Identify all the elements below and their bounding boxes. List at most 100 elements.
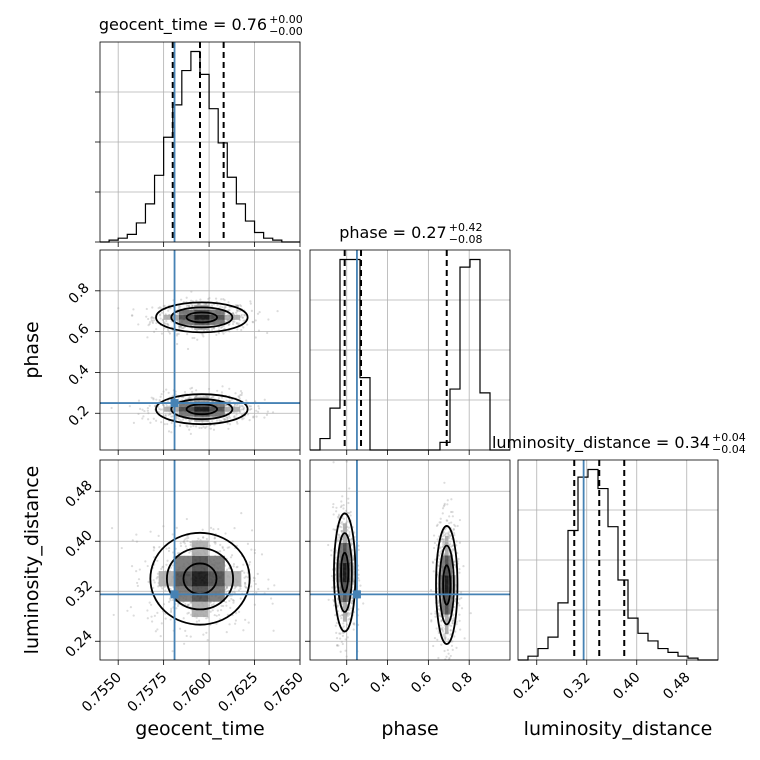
density-cell (441, 594, 445, 615)
sample-point (233, 587, 236, 590)
sample-point (226, 422, 229, 425)
sample-point (150, 615, 153, 618)
sample-point (350, 602, 354, 605)
sample-point (146, 617, 149, 620)
sample-point (257, 405, 260, 408)
sample-point (202, 536, 205, 539)
density-cell (448, 555, 453, 576)
sample-point (234, 622, 237, 625)
sample-point (237, 610, 241, 613)
sample-point (186, 539, 189, 542)
sample-point (166, 328, 170, 331)
sample-point (334, 613, 337, 617)
sample-point (446, 503, 449, 506)
x-tick-label-geocent_time: 0.7600 (170, 670, 216, 716)
sample-point (337, 513, 341, 516)
sample-point (156, 559, 159, 562)
sample-point (448, 536, 451, 540)
contour-level (170, 306, 234, 329)
sample-point (176, 332, 179, 336)
sample-point (450, 624, 453, 627)
sample-point (159, 314, 162, 317)
sample-point (436, 564, 440, 567)
sample-point (433, 541, 436, 545)
sample-point (249, 405, 252, 408)
sample-point (449, 545, 453, 548)
sample-point (162, 304, 165, 308)
sample-point (132, 614, 135, 617)
sample-point (455, 540, 458, 543)
sample-point (437, 604, 441, 608)
sample-point (443, 528, 447, 531)
density-cell (194, 406, 210, 412)
sample-point (443, 481, 446, 484)
sample-point (242, 629, 245, 632)
sample-point (161, 587, 164, 590)
sample-point (231, 311, 235, 315)
sample-point (434, 558, 437, 561)
sample-point (449, 633, 452, 636)
sample-point (451, 544, 454, 547)
density-cell (339, 582, 343, 603)
sample-point (347, 512, 350, 515)
x-tick-label-phase: 0.6 (408, 669, 435, 696)
sample-point (202, 536, 205, 539)
sample-point (338, 632, 341, 635)
sample-point (236, 304, 240, 307)
sample-point (213, 327, 216, 330)
sample-point (436, 571, 439, 574)
sample-point (219, 608, 223, 612)
sample-point (223, 418, 227, 422)
sample-point (235, 612, 238, 615)
sample-point (250, 529, 254, 532)
sample-point (188, 397, 191, 400)
density-cells (158, 540, 242, 618)
sample-point (244, 583, 247, 586)
sample-point (189, 613, 193, 616)
sample-point (212, 303, 216, 306)
sample-point (232, 563, 236, 566)
sample-point (156, 575, 159, 579)
sample-point (241, 569, 244, 572)
y-tick-label-luminosity_distance: 0.40 (62, 527, 95, 560)
sample-point (238, 395, 241, 399)
sample-point (154, 419, 158, 422)
sample-point (453, 563, 456, 566)
density-cell (448, 594, 453, 615)
sample-point (341, 495, 344, 498)
sample-point (333, 528, 337, 531)
sample-point (240, 393, 243, 396)
sample-point (167, 413, 170, 416)
sample-point (164, 589, 167, 592)
sample-point (160, 567, 163, 571)
contour-level (155, 301, 249, 334)
sample-point (252, 576, 256, 579)
sample-point (162, 525, 165, 528)
sample-point (345, 460, 348, 463)
sample-point (348, 532, 351, 536)
sample-point (224, 532, 227, 535)
sample-point (241, 316, 244, 319)
sample-point (430, 619, 433, 622)
sample-point (338, 534, 341, 537)
sample-point (253, 551, 256, 555)
sample-point (249, 300, 252, 303)
sample-point (439, 517, 442, 520)
sample-point (460, 596, 463, 600)
sample-point (178, 325, 181, 329)
sample-point (331, 506, 335, 509)
sample-point (150, 315, 153, 319)
sample-point (232, 565, 235, 568)
density-cell (178, 319, 195, 325)
sample-point (226, 568, 229, 571)
sample-point (219, 543, 222, 546)
sample-point (352, 582, 355, 586)
sample-point (357, 573, 360, 576)
sample-point (149, 530, 152, 533)
sample-point (349, 539, 352, 542)
sample-point (186, 347, 190, 351)
sample-point (164, 322, 167, 325)
sample-point (188, 420, 192, 423)
sample-point (147, 580, 150, 583)
sample-point (359, 584, 362, 587)
